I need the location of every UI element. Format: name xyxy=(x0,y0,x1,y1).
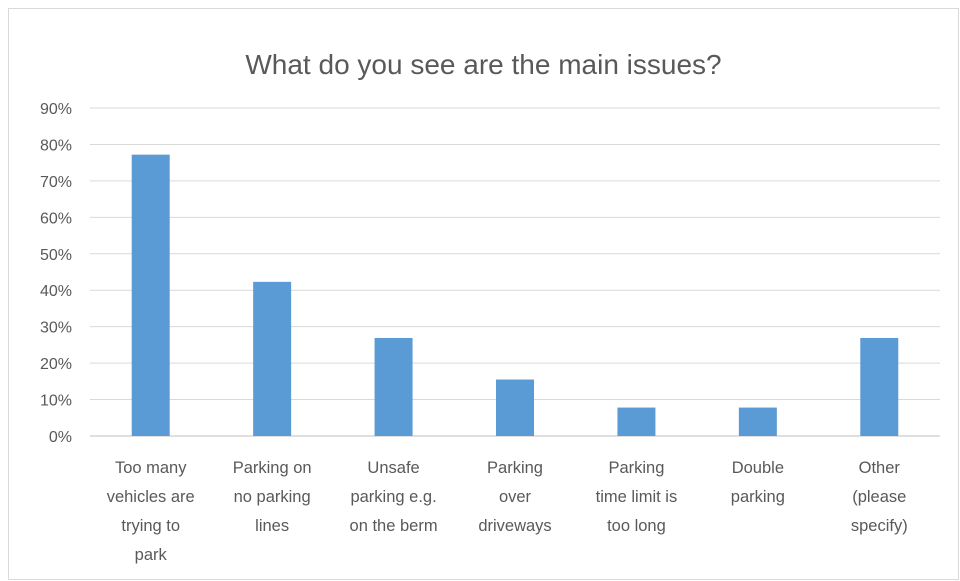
x-axis: Too many vehicles are trying to park Parking… xyxy=(107,459,908,564)
bar xyxy=(738,407,777,436)
x-tick-label: Double parking xyxy=(731,459,785,506)
y-tick-label: 20% xyxy=(40,356,72,373)
y-tick-label: 70% xyxy=(40,174,72,191)
x-tick-label: Too many vehicles are trying to park xyxy=(107,459,195,564)
x-tick-label: Parking on no parking lines xyxy=(233,459,312,535)
y-tick-label: 80% xyxy=(40,137,72,154)
y-tick-label: 60% xyxy=(40,210,72,227)
y-axis: 0% 10% 20% 30% 40% 50% 60% 70% 80% 90% xyxy=(40,101,72,446)
chart-title: What do you see are the main issues? xyxy=(245,49,722,80)
y-tick-label: 0% xyxy=(49,429,72,446)
y-tick-label: 40% xyxy=(40,283,72,300)
x-tick-label: Parking over driveways xyxy=(478,459,551,535)
bars xyxy=(131,154,899,436)
y-tick-label: 30% xyxy=(40,320,72,337)
gridlines xyxy=(90,107,940,437)
bar xyxy=(253,281,292,436)
bar xyxy=(860,337,899,436)
y-tick-label: 10% xyxy=(40,393,72,410)
y-tick-label: 50% xyxy=(40,247,72,264)
bar xyxy=(617,407,656,436)
y-tick-label: 90% xyxy=(40,101,72,118)
bar xyxy=(131,154,170,436)
bar xyxy=(374,337,413,436)
bar xyxy=(496,379,534,436)
x-tick-label: Unsafe parking e.g. on the berm xyxy=(350,459,438,535)
x-tick-label: Parking time limit is too long xyxy=(596,459,678,535)
x-tick-label: Other (please specify) xyxy=(851,459,908,535)
